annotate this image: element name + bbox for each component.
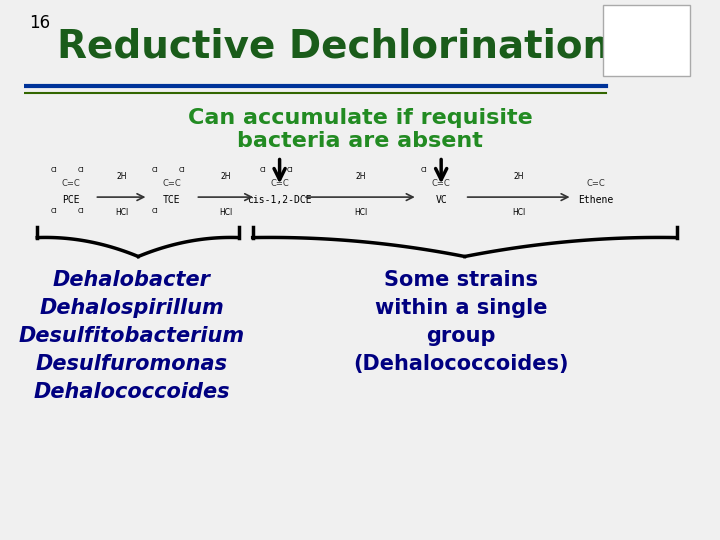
Text: Cl: Cl [421,167,428,173]
Text: Cl: Cl [78,207,84,214]
Text: VC: VC [436,195,447,205]
Text: Cl: Cl [50,207,58,214]
Text: 2H: 2H [355,172,366,181]
Text: PCE: PCE [62,195,80,205]
Text: Can accumulate if requisite
bacteria are absent: Can accumulate if requisite bacteria are… [188,108,533,151]
Text: Reductive Dechlorination: Reductive Dechlorination [58,27,611,65]
Text: HCl: HCl [219,208,233,217]
FancyBboxPatch shape [603,5,690,76]
Text: ITRC: ITRC [629,33,665,48]
Text: Cl: Cl [152,207,158,214]
Text: C=C: C=C [432,179,451,188]
Text: C=C: C=C [270,179,289,188]
Text: 2H: 2H [116,172,127,181]
Text: Cl: Cl [259,167,266,173]
Text: Cl: Cl [179,167,185,173]
Text: Cl: Cl [152,167,158,173]
Text: Dehalobacter
Dehalospirillum
Desulfitobacterium
Desulfuromonas
Dehalococcoides: Dehalobacter Dehalospirillum Desulfitoba… [19,270,245,402]
Text: HCl: HCl [354,208,367,217]
Text: C=C: C=C [163,179,181,188]
Text: Cl: Cl [50,167,58,173]
Text: C=C: C=C [61,179,81,188]
Text: cis-1,2-DCE: cis-1,2-DCE [247,195,312,205]
Text: Cl: Cl [78,167,84,173]
Text: 2H: 2H [220,172,231,181]
Text: TCE: TCE [163,195,181,205]
Text: 16: 16 [30,14,50,31]
Text: HCl: HCl [512,208,525,217]
Text: HCl: HCl [114,208,128,217]
Text: Some strains
within a single
group
(Dehalococcoides): Some strains within a single group (Deha… [354,270,569,374]
Text: C=C: C=C [587,179,606,188]
Text: 2H: 2H [513,172,524,181]
Text: Cl: Cl [287,167,293,173]
Text: REGULATORY: REGULATORY [629,59,665,65]
Text: INTERSTATE: INTERSTATE [628,22,665,27]
Text: Ethene: Ethene [578,195,613,205]
